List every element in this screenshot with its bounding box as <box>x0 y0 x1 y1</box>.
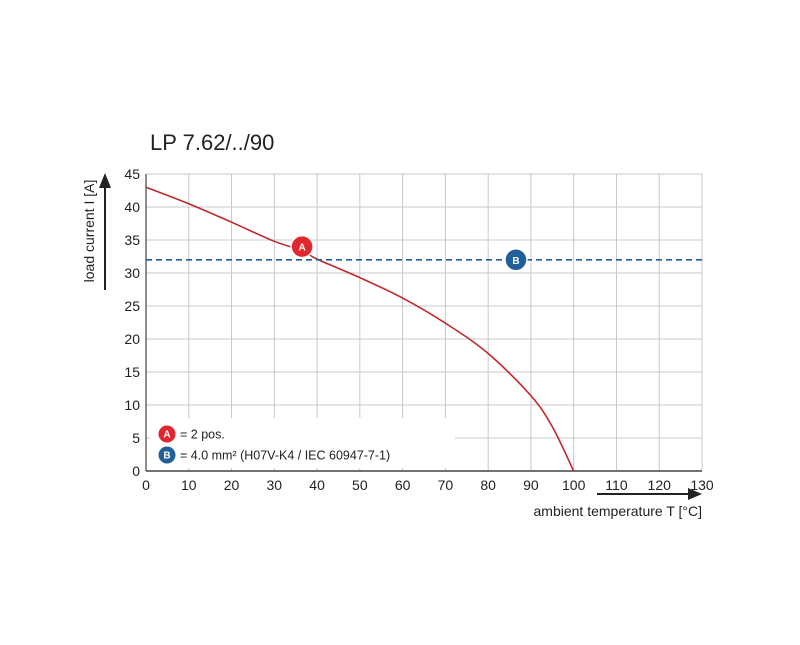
x-axis-arrow <box>597 488 702 500</box>
x-tick-label: 120 <box>648 477 672 493</box>
x-tick-label: 110 <box>605 477 628 493</box>
chart-title: LP 7.62/../90 <box>150 130 274 155</box>
y-axis-label-group: load current I [A] <box>81 180 97 283</box>
y-tick-label: 5 <box>132 430 140 446</box>
y-tick-labels: 0 5 10 15 20 25 30 35 40 45 <box>124 166 140 479</box>
axes <box>145 174 702 472</box>
x-tick-label: 50 <box>352 477 368 493</box>
marker-a-label: A <box>298 243 305 254</box>
y-tick-label: 0 <box>132 463 140 479</box>
legend-entry-a: A = 2 pos. <box>158 425 225 443</box>
marker-a-circle <box>290 234 314 259</box>
x-tick-label: 20 <box>224 477 240 493</box>
y-tick-label: 20 <box>124 331 140 347</box>
legend-marker-b-letter: B <box>163 451 170 462</box>
y-axis-label: load current I [A] <box>81 180 97 283</box>
x-tick-label: 70 <box>438 477 454 493</box>
y-tick-label: 15 <box>124 364 140 380</box>
y-tick-label: 25 <box>124 298 140 314</box>
y-tick-label: 30 <box>124 265 140 281</box>
grid <box>145 173 703 472</box>
series-line-a <box>145 186 575 472</box>
legend-entry-b: B = 4.0 mm² (H07V-K4 / IEC 60947-7-1) <box>158 446 390 464</box>
x-tick-label: 40 <box>309 477 325 493</box>
marker-layer: AB <box>290 234 528 272</box>
legend: A = 2 pos. B = 4.0 mm² (H07V-K4 / IEC 60… <box>150 418 455 468</box>
x-tick-label: 60 <box>395 477 411 493</box>
y-tick-label: 35 <box>124 232 140 248</box>
legend-marker-a <box>158 425 176 443</box>
marker-b-label: B <box>512 256 519 267</box>
legend-text-b: = 4.0 mm² (H07V-K4 / IEC 60947-7-1) <box>180 449 390 463</box>
x-tick-label: 10 <box>181 477 197 493</box>
x-tick-labels: 0 10 20 30 40 50 60 70 80 90 100 110 120 130 <box>142 477 714 493</box>
y-tick-label: 45 <box>124 166 140 182</box>
marker-b-circle <box>504 248 528 272</box>
series-layer <box>145 186 702 472</box>
marker-a: A <box>290 234 314 259</box>
y-tick-label: 40 <box>124 199 140 215</box>
x-tick-label: 100 <box>562 477 586 493</box>
x-tick-label: 30 <box>267 477 283 493</box>
x-tick-label: 80 <box>480 477 496 493</box>
y-axis-arrow <box>99 173 111 290</box>
marker-b: B <box>504 248 528 272</box>
x-tick-label: 0 <box>142 477 150 493</box>
y-tick-label: 10 <box>124 397 140 413</box>
x-tick-label: 90 <box>523 477 539 493</box>
legend-background <box>150 418 455 468</box>
x-axis-label: ambient temperature T [°C] <box>534 503 703 519</box>
legend-text-a: = 2 pos. <box>180 428 225 442</box>
legend-marker-b <box>158 446 176 464</box>
x-tick-label: 130 <box>690 477 714 493</box>
legend-marker-a-letter: A <box>163 430 170 441</box>
